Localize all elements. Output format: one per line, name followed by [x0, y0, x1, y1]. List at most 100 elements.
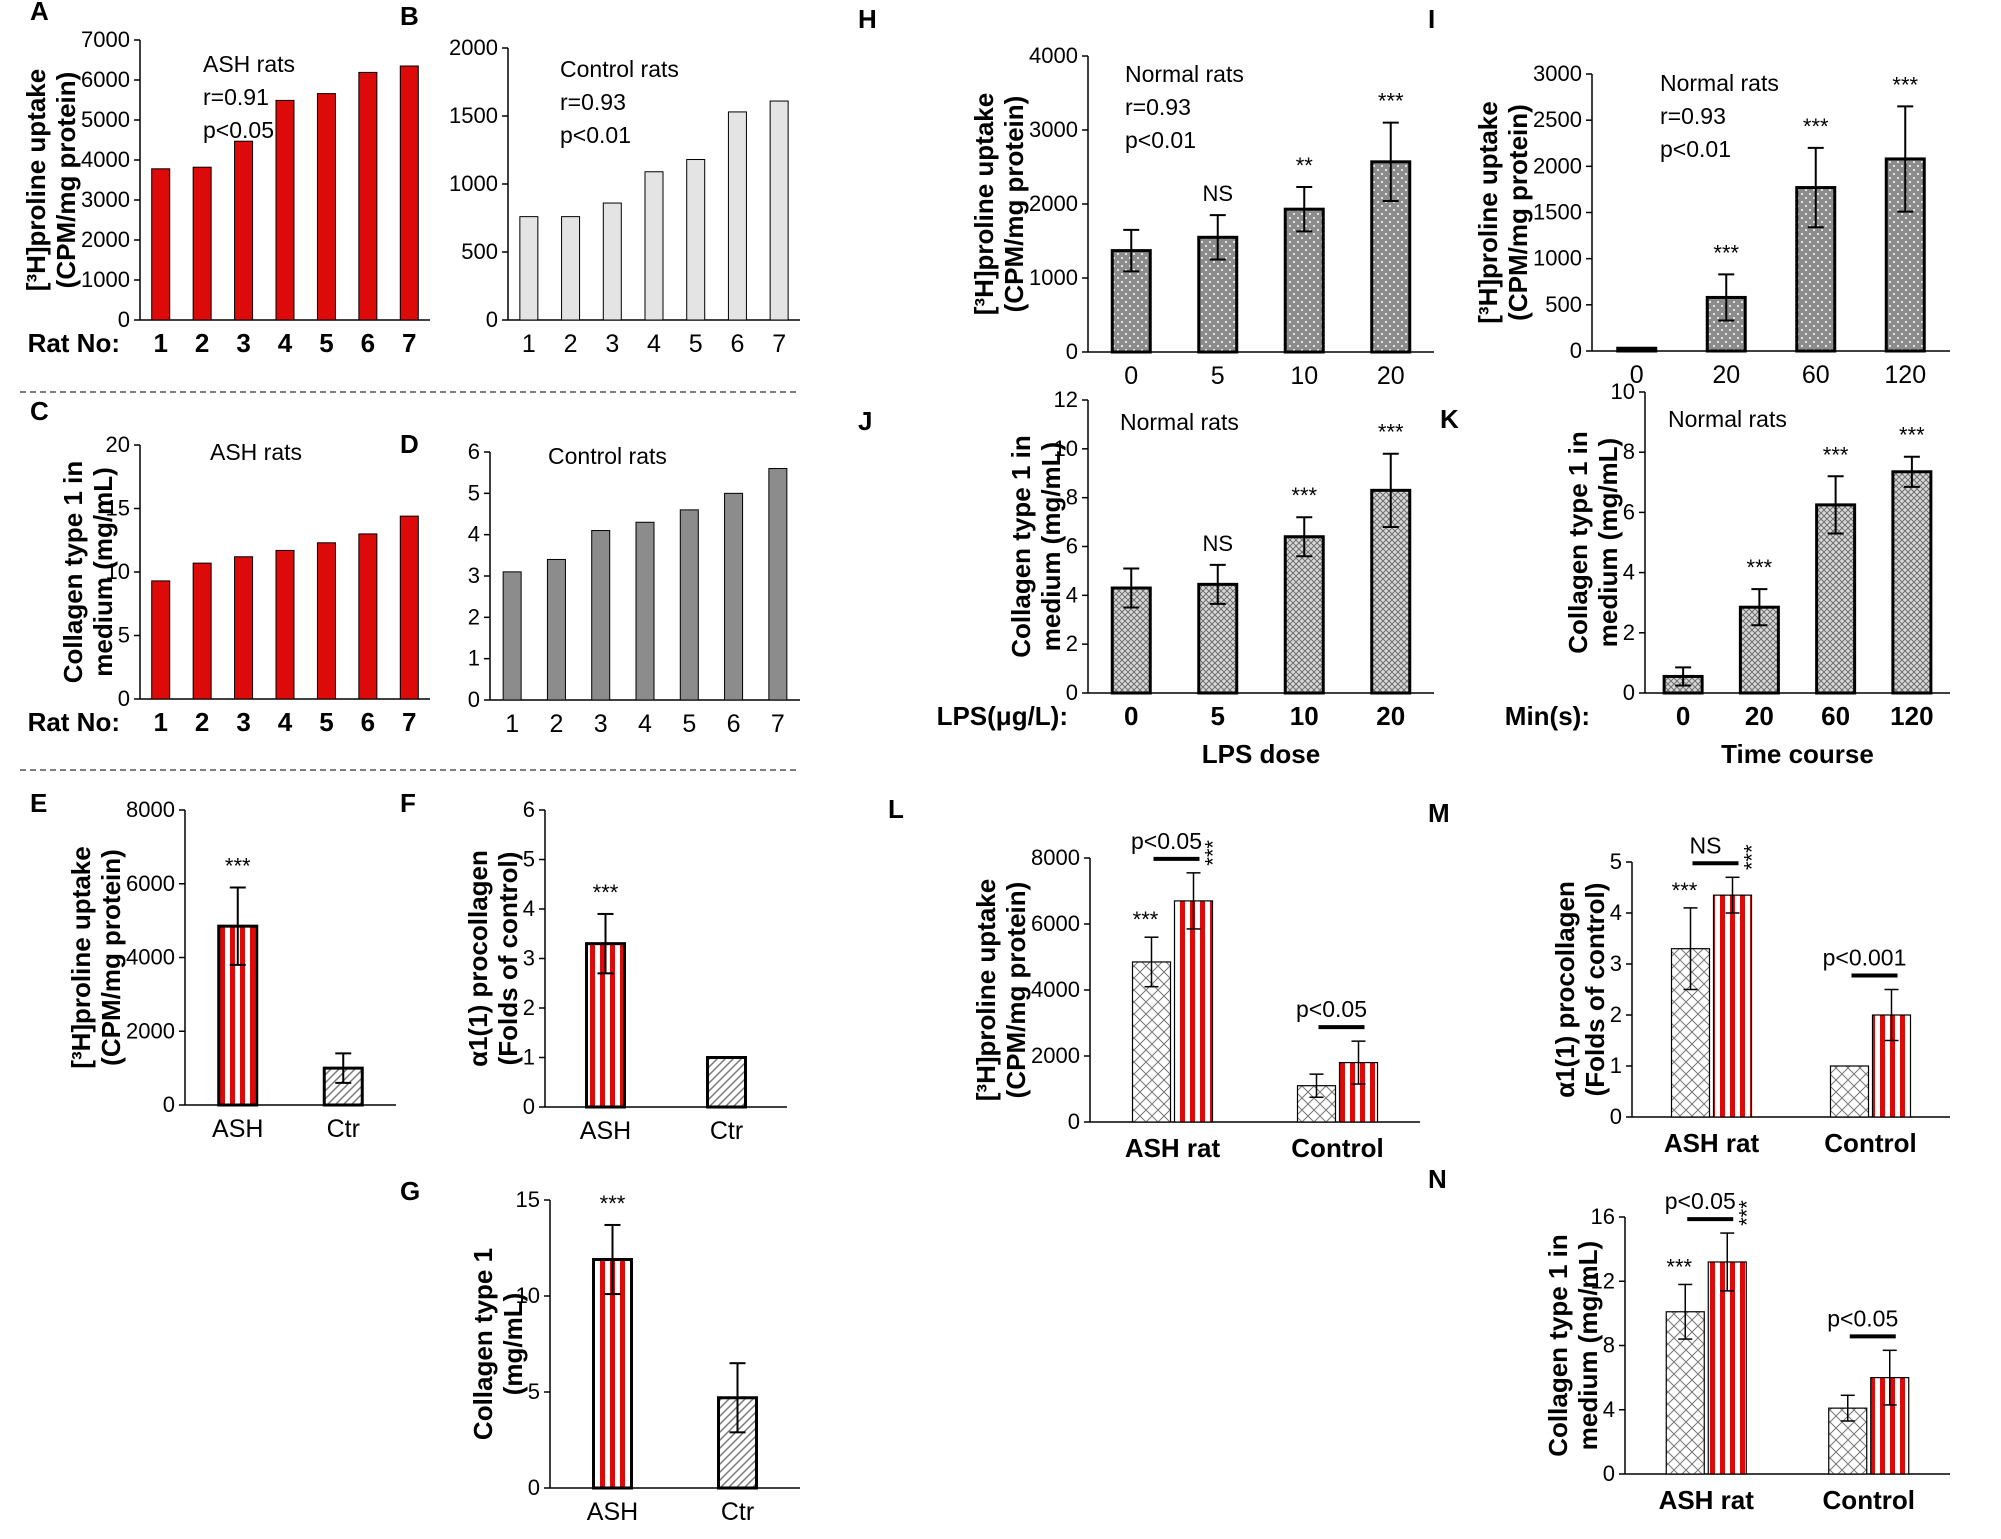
e-significance-label: *** — [225, 853, 251, 878]
f-y-tick-label: 6 — [523, 797, 535, 822]
i-x-tick-label: 0 — [1630, 361, 1644, 389]
n-x-tick-label: ASH rat — [1659, 1485, 1755, 1515]
f-x-tick-label: ASH — [580, 1117, 631, 1145]
j-y-axis-label: Collagen type 1 inmedium (mg/mL) — [1006, 435, 1066, 658]
f-significance-label: *** — [593, 880, 619, 905]
k-panel-label: K — [1440, 404, 1459, 434]
i-x-tick-label: 20 — [1712, 361, 1740, 389]
k-y-tick-label: 2 — [1623, 620, 1635, 645]
j-significance-label: *** — [1291, 483, 1317, 508]
i-y-tick-label: 2000 — [1533, 153, 1582, 178]
f-y-tick-label: 5 — [523, 847, 535, 872]
n-y-tick-label: 0 — [1603, 1461, 1615, 1486]
f-bar — [706, 1056, 747, 1109]
f-x-tick-label: Ctr — [710, 1117, 743, 1145]
f-y-tick-label: 2 — [523, 995, 535, 1020]
e-y-tick-label: 4000 — [126, 945, 175, 970]
h-x-tick-label: 10 — [1290, 362, 1318, 390]
i-y-tick-label: 500 — [1545, 292, 1582, 317]
e-x-tick-label: Ctr — [327, 1115, 360, 1143]
h-panel-label: H — [858, 4, 877, 34]
g-y-tick-label: 5 — [528, 1379, 540, 1404]
m-x-tick-label: ASH rat — [1664, 1128, 1760, 1158]
d-x-tick-label: 4 — [638, 710, 652, 738]
h-x-tick-label: 20 — [1377, 362, 1405, 390]
i-significance-label: *** — [1892, 72, 1918, 97]
c-x-tick-label: 4 — [278, 707, 293, 737]
m-significance-label: *** — [1672, 878, 1698, 903]
j-x-tick-label: 5 — [1211, 701, 1225, 731]
k-y-tick-label: 8 — [1623, 439, 1635, 464]
l-x-tick-label: Control — [1291, 1133, 1383, 1163]
e-panel-label: E — [30, 788, 47, 818]
k-y-axis-label-line: Collagen type 1 in — [1563, 431, 1593, 654]
k-x-prefix: Min(s): — [1505, 701, 1590, 731]
l-comparison-label: p<0.05 — [1131, 828, 1202, 854]
panel-g: G 0 5 10 15 Collagen type 1(mg/mL) *** ASH Ctr — [400, 1176, 800, 1526]
b-y-tick-label: 500 — [461, 239, 498, 264]
d-x-tick-label: 5 — [682, 710, 696, 738]
b-bar — [727, 111, 747, 321]
b-bar — [602, 202, 622, 321]
a-bar — [192, 166, 212, 321]
d-annotation: Control rats — [548, 443, 667, 469]
k-bar — [1891, 470, 1933, 695]
a-bar — [358, 71, 378, 321]
g-y-tick-label: 15 — [516, 1187, 540, 1212]
i-y-tick-label: 2500 — [1533, 107, 1582, 132]
c-x-tick-label: 6 — [361, 707, 375, 737]
k-significance-label: *** — [1899, 423, 1925, 448]
a-annotation: p<0.05 — [203, 117, 274, 143]
b-x-tick-label: 5 — [689, 330, 703, 358]
i-y-axis-label-line: (CPM/mg protein) — [1503, 104, 1533, 321]
c-x-prefix: Rat No: — [28, 707, 120, 737]
panel-k: K 0 2 4 6 8 10 Collagen type 1 inmedium (mg/mL)… — [1440, 379, 1950, 769]
h-x-tick-label: 0 — [1124, 362, 1138, 390]
d-x-tick-label: 1 — [505, 710, 519, 738]
b-bar — [769, 100, 789, 321]
h-y-tick-label: 3000 — [1029, 117, 1078, 142]
b-annotation: p<0.01 — [560, 122, 631, 148]
d-y-tick-label: 4 — [468, 522, 480, 547]
k-y-tick-label: 6 — [1623, 499, 1635, 524]
a-x-tick-label: 7 — [402, 328, 416, 358]
n-comparison-label: p<0.05 — [1827, 1305, 1898, 1331]
f-y-tick-label: 0 — [523, 1094, 535, 1119]
g-panel-label: G — [400, 1176, 420, 1206]
h-y-tick-label: 4000 — [1029, 43, 1078, 68]
i-y-axis-label-line: [³H]proline uptake — [1473, 101, 1503, 323]
f-y-tick-label: 3 — [523, 946, 535, 971]
panel-f: F 0 1 2 3 4 5 6 α1(1) procollagen(Folds of contr… — [400, 788, 787, 1145]
h-y-axis-label: [³H]proline uptake(CPM/mg protein) — [969, 93, 1029, 315]
c-bar — [151, 580, 171, 700]
n-x-tick-label: Control — [1823, 1485, 1915, 1515]
e-y-tick-label: 0 — [163, 1092, 175, 1117]
k-y-axis-label: Collagen type 1 inmedium (mg/mL) — [1563, 431, 1623, 654]
j-x-tick-label: 20 — [1376, 701, 1405, 731]
f-y-axis-label: α1(1) procollagen(Folds of control) — [463, 850, 523, 1067]
n-y-axis-label: Collagen type 1 inmedium (mg/mL) — [1543, 1234, 1603, 1457]
i-y-tick-label: 0 — [1570, 338, 1582, 363]
c-y-axis-label-line: medium (mg/mL) — [88, 467, 118, 676]
panel-n: N 0 4 8 12 16 Collagen type 1 inmedium (mg/mL)… — [1428, 1164, 1950, 1515]
b-y-tick-label: 2000 — [449, 35, 498, 60]
d-y-tick-label: 2 — [468, 604, 480, 629]
f-y-tick-label: 1 — [523, 1045, 535, 1070]
h-annotation: r=0.93 — [1125, 94, 1191, 120]
b-bar — [519, 216, 539, 321]
a-y-tick-label: 2000 — [81, 227, 130, 252]
k-x-tick-label: 0 — [1676, 701, 1690, 731]
k-y-tick-label: 0 — [1623, 680, 1635, 705]
n-panel-label: N — [1428, 1164, 1447, 1194]
a-y-tick-label: 1000 — [81, 267, 130, 292]
j-y-tick-label: 0 — [1066, 680, 1078, 705]
d-y-tick-label: 5 — [468, 480, 480, 505]
j-y-tick-label: 8 — [1066, 485, 1078, 510]
a-x-tick-label: 6 — [361, 328, 375, 358]
panel-a: A01000200030004000500060007000[³H]prolin… — [21, 0, 430, 358]
b-bar — [686, 159, 706, 321]
j-y-tick-label: 4 — [1066, 582, 1078, 607]
k-x-tick-label: 60 — [1821, 701, 1850, 731]
j-y-axis-label-line: medium (mg/mL) — [1036, 442, 1066, 651]
